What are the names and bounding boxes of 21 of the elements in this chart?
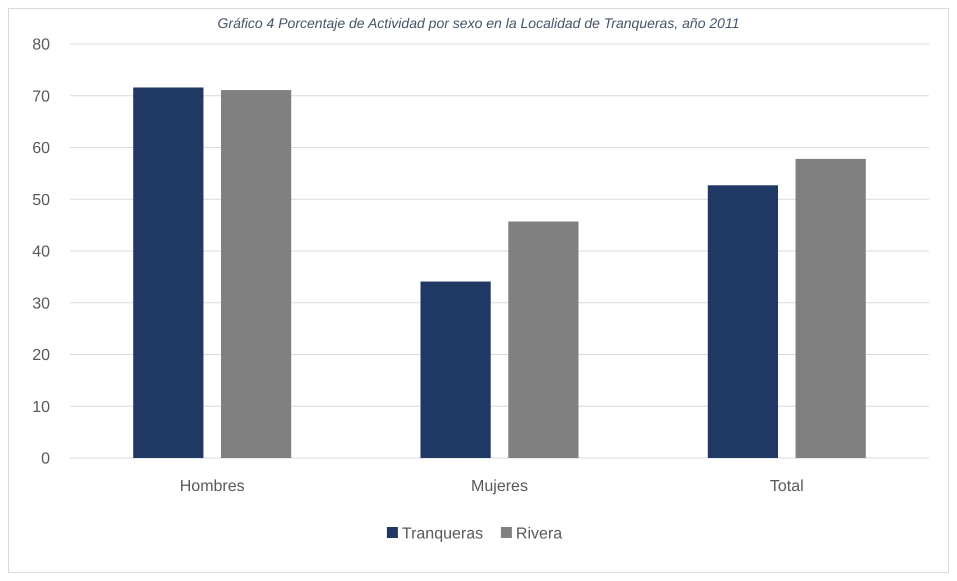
y-tick-label: 60 [32,140,50,158]
y-tick-label: 30 [32,295,50,312]
chart-title: Gráfico 4 Porcentaje de Actividad por sexo en la Localidad de Tranqueras, año 2011 [218,15,740,31]
y-tick-label: 50 [32,192,50,209]
y-tick-label: 70 [32,88,50,106]
bar [508,222,579,458]
bar [708,185,778,458]
y-tick-label: 0 [41,450,50,468]
x-tick-label: Mujeres [471,478,528,495]
bar [796,158,866,458]
y-tick-label: 80 [32,36,50,54]
legend-label: Tranqueras [402,526,484,543]
bar [420,282,491,458]
legend-label: Rivera [516,526,562,543]
bar [133,87,204,458]
bar [220,90,292,458]
y-tick-label: 20 [32,347,50,364]
x-tick-label: Total [770,478,804,495]
y-tick-label: 40 [32,244,50,261]
y-tick-label: 10 [32,398,50,416]
x-tick-label: Hombres [180,478,245,495]
